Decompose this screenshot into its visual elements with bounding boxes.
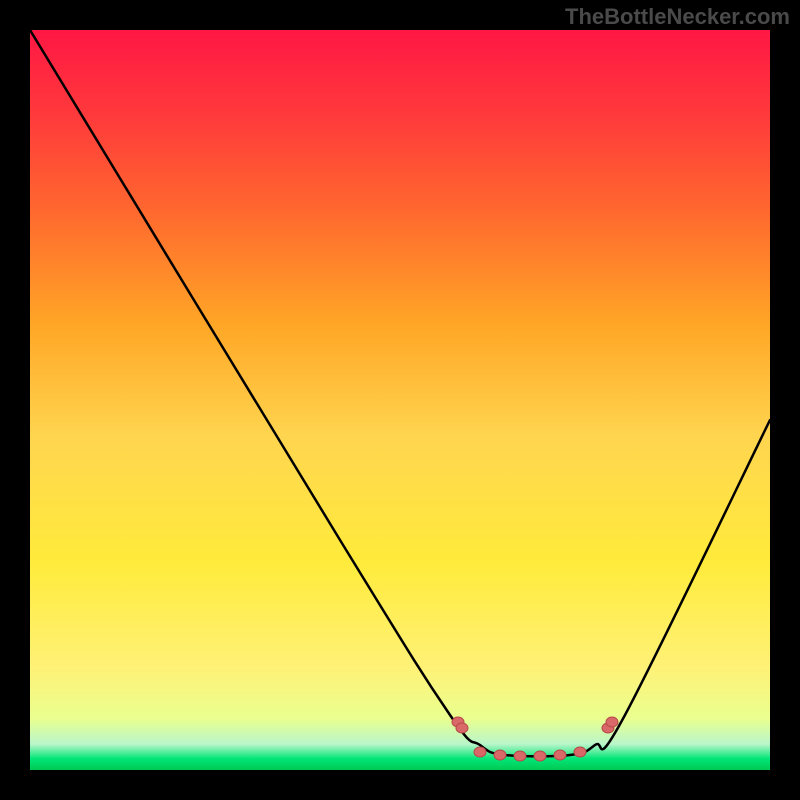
chart-container: TheBottleNecker.com	[0, 0, 800, 800]
marker-dot	[494, 750, 506, 760]
v-curve-chart	[0, 0, 800, 800]
plot-area	[30, 30, 770, 770]
marker-dot	[554, 750, 566, 760]
marker-dot	[606, 717, 618, 727]
marker-dot	[574, 747, 586, 757]
marker-dot	[474, 747, 486, 757]
watermark-text: TheBottleNecker.com	[565, 4, 790, 30]
marker-dot	[534, 751, 546, 761]
marker-dot	[514, 751, 526, 761]
marker-dot	[456, 723, 468, 733]
